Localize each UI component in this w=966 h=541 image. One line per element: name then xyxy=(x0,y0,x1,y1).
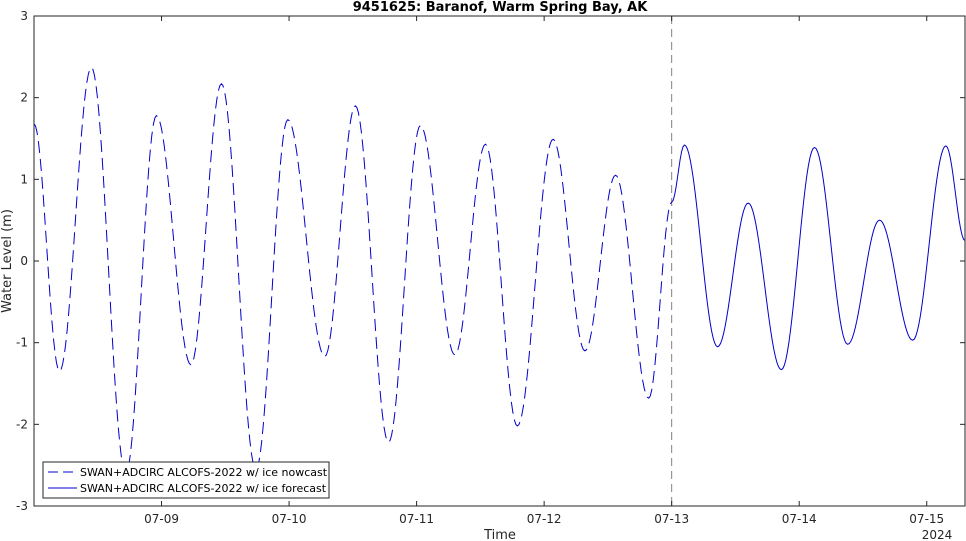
x-tick-label: 07-10 xyxy=(272,512,307,526)
legend-box xyxy=(42,461,330,499)
x-tick-label: 07-14 xyxy=(782,512,817,526)
y-tick-label: 2 xyxy=(20,91,28,105)
legend-entry-label: SWAN+ADCIRC ALCOFS-2022 w/ ice nowcast xyxy=(80,466,328,479)
series-line-nowcast xyxy=(34,66,673,475)
series-line-forecast xyxy=(671,144,965,371)
x-tick-label: 07-12 xyxy=(527,512,562,526)
y-tick-label: -2 xyxy=(16,417,28,431)
legend-entry-label: SWAN+ADCIRC ALCOFS-2022 w/ ice forecast xyxy=(80,482,327,495)
axes: -3 -2 -1 0 1 2 3 07-09 07-10 07-11 07-12 07-13 07-14… xyxy=(16,9,966,526)
y-tick-label: -3 xyxy=(16,499,28,513)
x-tick-label: 07-15 xyxy=(909,512,944,526)
y-tick-label: 1 xyxy=(20,172,28,186)
x-tick-label: 07-13 xyxy=(654,512,689,526)
y-tick-label: -1 xyxy=(16,336,28,350)
y-axis-label: Water Level (m) xyxy=(0,209,15,313)
chart-title: 9451625: Baranof, Warm Spring Bay, AK xyxy=(353,0,649,15)
x-axis-label: Time xyxy=(483,528,516,541)
plot-area xyxy=(34,16,965,506)
legend: SWAN+ADCIRC ALCOFS-2022 w/ ice nowcast SW… xyxy=(42,461,330,499)
year-label: 2024 xyxy=(922,528,953,541)
y-tick-label: 3 xyxy=(20,9,28,23)
y-tick-label: 0 xyxy=(20,254,28,268)
x-tick-label: 07-09 xyxy=(144,512,179,526)
x-tick-label: 07-11 xyxy=(399,512,434,526)
